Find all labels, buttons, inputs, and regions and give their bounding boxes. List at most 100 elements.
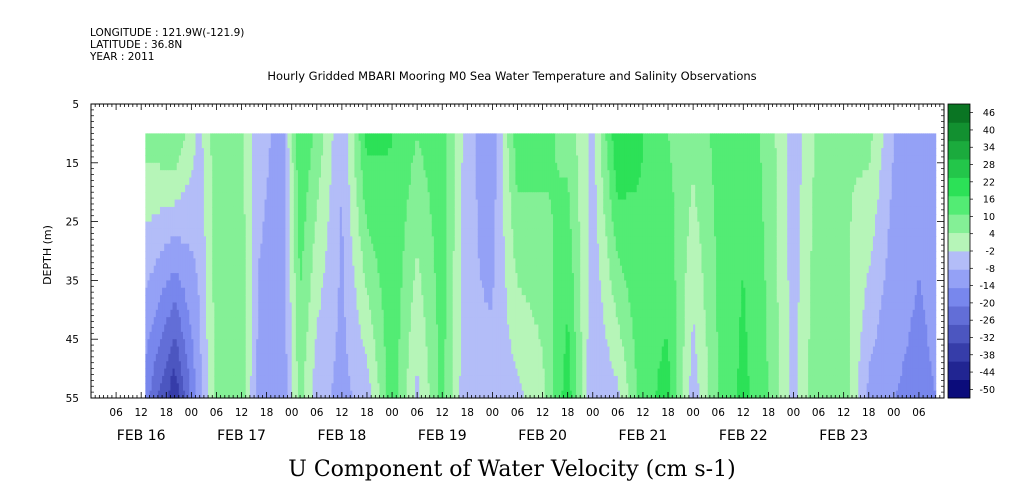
heatmap-cell [201,309,205,318]
heatmap-cell [193,383,197,392]
heatmap-cell [203,287,207,296]
heatmap-cell [168,133,172,142]
heatmap-cell [166,192,169,201]
heatmap-cell [151,390,155,399]
heatmap-cell [208,309,211,318]
heatmap-cell [155,170,159,179]
heatmap-cell [189,383,192,392]
heatmap-cell [149,353,153,362]
heatmap-cell [147,221,151,230]
heatmap-cell [155,258,159,267]
heatmap-cell [147,148,151,157]
heatmap-cell [153,214,157,223]
heatmap-cell [182,148,186,157]
heatmap-cell [197,287,201,296]
heatmap-cell [168,280,172,289]
heatmap-cell [201,324,205,333]
heatmap-cell [189,368,192,377]
heatmap-cell [149,346,153,355]
heatmap-cell [166,339,169,348]
heatmap-cell [164,228,167,237]
heatmap-cell [172,280,176,289]
heatmap-cell [197,199,201,208]
heatmap-cell [174,339,178,348]
heatmap-cell [180,280,184,289]
heatmap-cell [191,184,195,193]
heatmap-cell [159,177,163,186]
heatmap-cell [153,206,157,215]
heatmap-cell [199,243,203,252]
heatmap-cell [182,133,186,142]
heatmap-cell [157,273,161,281]
heatmap-cell [197,206,201,215]
heatmap-cell [168,309,172,318]
heatmap-cell [162,162,165,171]
heatmap-cell [180,251,184,259]
heatmap-cell [157,317,161,326]
heatmap-cell [151,177,155,186]
heatmap-cell [168,162,172,171]
heatmap-cell [195,236,199,245]
heatmap-cell [164,214,167,223]
heatmap-cell [174,170,178,179]
heatmap-cell [155,162,159,171]
heatmap-cell [189,221,192,230]
heatmap-cell [164,390,167,399]
heatmap-cell [153,155,157,164]
heatmap-cell [187,170,190,179]
heatmap-cell [187,214,190,223]
heatmap-cell [159,243,163,252]
heatmap-cell [212,265,215,274]
heatmap-cell [193,140,197,149]
heatmap-cell [199,390,203,399]
heatmap-cell [208,331,211,340]
heatmap-cell [208,383,211,392]
heatmap-cell [166,273,169,281]
heatmap-cell [210,295,213,304]
heatmap-cell [189,265,192,274]
heatmap-cell [203,339,207,348]
heatmap-cell [205,331,209,340]
heatmap-cell [153,265,157,274]
heatmap-cell [164,140,167,149]
heatmap-cell [174,361,178,370]
heatmap-cell [210,221,213,230]
heatmap-cell [191,214,195,223]
heatmap-cell [182,243,186,252]
heatmap-cell [166,140,169,149]
heatmap-cell [199,339,203,348]
heatmap-cell [201,368,205,377]
heatmap-cell [172,162,176,171]
heatmap-cell [182,390,186,399]
heatmap-cell [145,214,149,223]
heatmap-cell [185,192,188,201]
heatmap-cell [170,221,174,230]
heatmap-cell [195,317,199,326]
heatmap-cell [164,324,167,333]
heatmap-cell [197,280,201,289]
heatmap-cell [205,251,209,259]
heatmap-cell [189,236,192,245]
heatmap-cell [195,258,199,267]
heatmap-cell [153,251,157,259]
heatmap-cell [182,251,186,259]
heatmap-cell [193,184,197,193]
heatmap-cell [176,192,180,201]
heatmap-cell [185,184,188,193]
heatmap-cell [195,383,199,392]
heatmap-cell [176,177,180,186]
heatmap-cell [210,170,213,179]
heatmap-cell [151,265,155,274]
heatmap-cell [208,243,211,252]
heatmap-cell [164,236,167,245]
heatmap-cell [212,162,215,171]
heatmap-cell [157,236,161,245]
heatmap-cell [187,228,190,237]
heatmap-cell [168,148,172,157]
heatmap-cell [191,236,195,245]
heatmap-cell [193,170,197,179]
heatmap-cell [210,331,213,340]
heatmap-cell [205,221,209,230]
heatmap-cell [174,221,178,230]
heatmap-cell [199,170,203,179]
